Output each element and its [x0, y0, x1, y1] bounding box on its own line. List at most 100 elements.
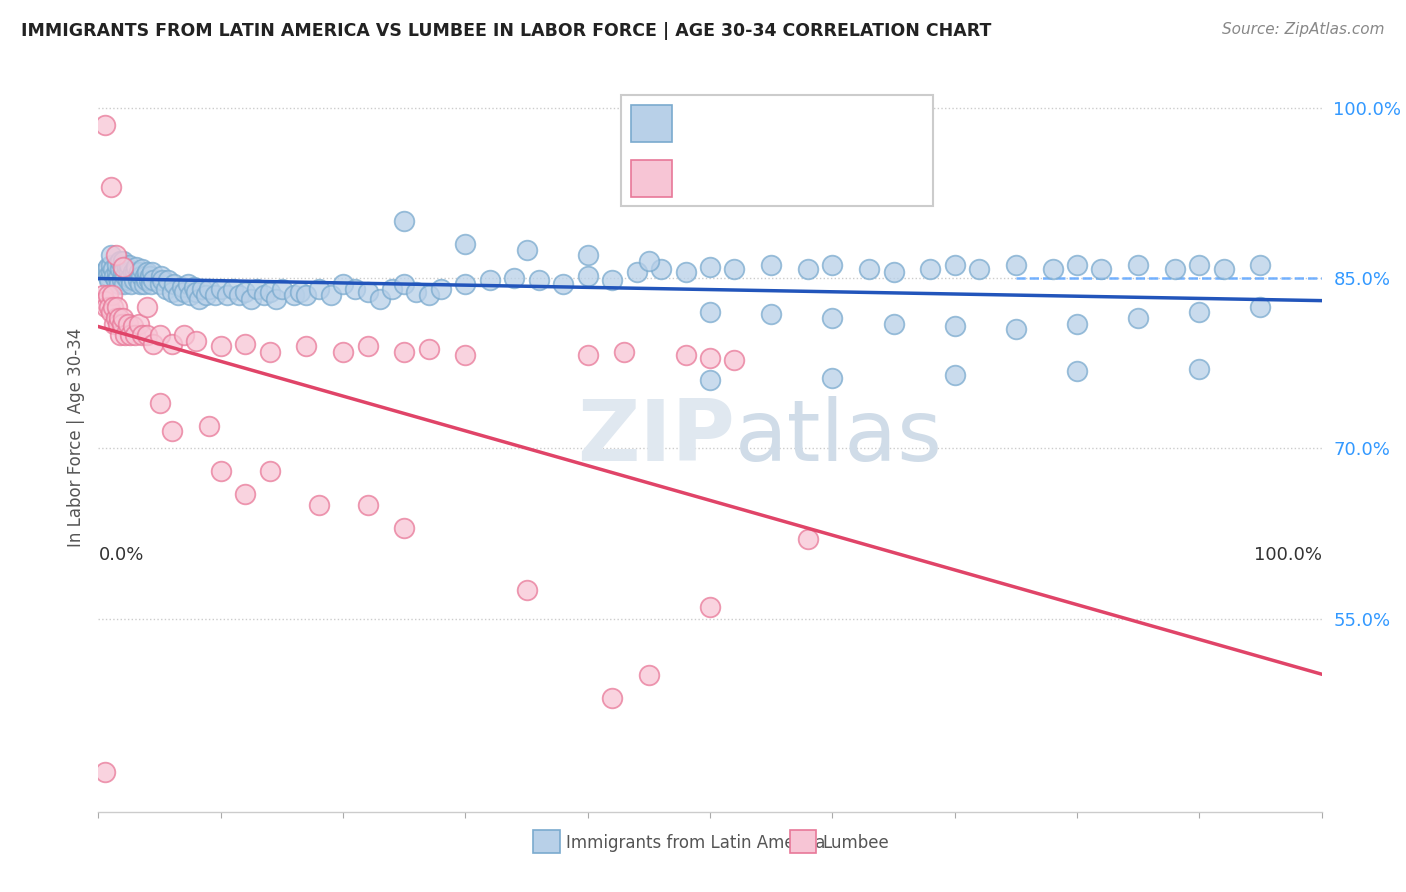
Point: [139, 277, 162, 291]
Point: [163, 277, 186, 291]
Point: [1004, 322, 1026, 336]
Point: [100, 258, 122, 272]
Text: IMMIGRANTS FROM LATIN AMERICA VS LUMBEE IN LABOR FORCE | AGE 30-34 CORRELATION C: IMMIGRANTS FROM LATIN AMERICA VS LUMBEE …: [21, 22, 991, 40]
Point: [93, 265, 115, 279]
Point: [142, 337, 165, 351]
Point: [150, 273, 173, 287]
Point: [110, 327, 132, 342]
Point: [105, 265, 128, 279]
Point: [1128, 258, 1150, 272]
Point: [1090, 262, 1112, 277]
Point: [392, 277, 416, 291]
Point: [515, 583, 537, 598]
Point: [173, 285, 195, 299]
Point: [107, 317, 129, 331]
Point: [821, 310, 844, 325]
Text: 100.0%: 100.0%: [1254, 546, 1322, 564]
Point: [626, 265, 648, 279]
Point: [101, 288, 124, 302]
Text: Source: ZipAtlas.com: Source: ZipAtlas.com: [1222, 22, 1385, 37]
Point: [699, 351, 721, 365]
Point: [108, 310, 131, 325]
Point: [228, 288, 250, 302]
Point: [650, 262, 672, 277]
Point: [233, 487, 256, 501]
Point: [93, 293, 115, 308]
Point: [454, 348, 477, 362]
Point: [246, 283, 269, 297]
Point: [920, 262, 942, 277]
Point: [1164, 262, 1187, 277]
Point: [186, 334, 208, 348]
Point: [308, 498, 330, 512]
Point: [197, 418, 219, 433]
Point: [131, 262, 153, 277]
Point: [183, 280, 205, 294]
Point: [157, 273, 180, 287]
Point: [259, 345, 281, 359]
Point: [100, 305, 122, 319]
Point: [132, 277, 155, 291]
Point: [1004, 258, 1026, 272]
Point: [344, 283, 367, 297]
Point: [1188, 305, 1211, 319]
Point: [101, 300, 124, 314]
Point: [104, 273, 127, 287]
Point: [177, 277, 200, 291]
Point: [319, 288, 342, 302]
Point: [111, 310, 134, 325]
Point: [108, 277, 131, 291]
Point: [149, 396, 172, 410]
Point: [1249, 300, 1271, 314]
Point: [392, 521, 416, 535]
Point: [259, 464, 281, 478]
Point: [1212, 262, 1234, 277]
Point: [149, 268, 172, 283]
Point: [600, 691, 623, 706]
Bar: [790, 830, 817, 853]
Point: [93, 118, 115, 132]
Point: [97, 268, 120, 283]
Point: [264, 292, 287, 306]
Point: [454, 237, 477, 252]
Point: [114, 268, 136, 283]
Point: [1188, 258, 1211, 272]
Text: Lumbee: Lumbee: [823, 834, 890, 852]
Point: [186, 285, 208, 299]
Point: [100, 180, 122, 194]
Point: [160, 425, 183, 439]
Point: [240, 292, 263, 306]
Point: [139, 268, 162, 283]
Point: [122, 273, 145, 287]
Point: [418, 288, 440, 302]
Point: [430, 283, 453, 297]
Point: [1128, 310, 1150, 325]
Point: [136, 327, 159, 342]
Point: [797, 533, 820, 547]
Point: [195, 288, 218, 302]
Point: [107, 271, 129, 285]
Point: [111, 273, 134, 287]
Point: [111, 260, 134, 274]
Point: [128, 265, 150, 279]
Point: [127, 273, 149, 287]
Point: [699, 373, 721, 387]
Text: Immigrants from Latin America: Immigrants from Latin America: [565, 834, 825, 852]
Point: [356, 498, 378, 512]
Point: [295, 288, 318, 302]
Point: [105, 300, 128, 314]
Point: [111, 262, 134, 277]
Point: [118, 265, 141, 279]
Point: [136, 300, 159, 314]
Point: [105, 258, 128, 272]
Point: [515, 243, 537, 257]
Point: [103, 268, 125, 283]
Point: [124, 327, 146, 342]
Point: [967, 262, 990, 277]
Point: [252, 288, 274, 302]
Point: [858, 262, 880, 277]
Point: [110, 262, 132, 277]
Point: [101, 262, 124, 277]
Point: [233, 337, 256, 351]
Point: [368, 292, 391, 306]
